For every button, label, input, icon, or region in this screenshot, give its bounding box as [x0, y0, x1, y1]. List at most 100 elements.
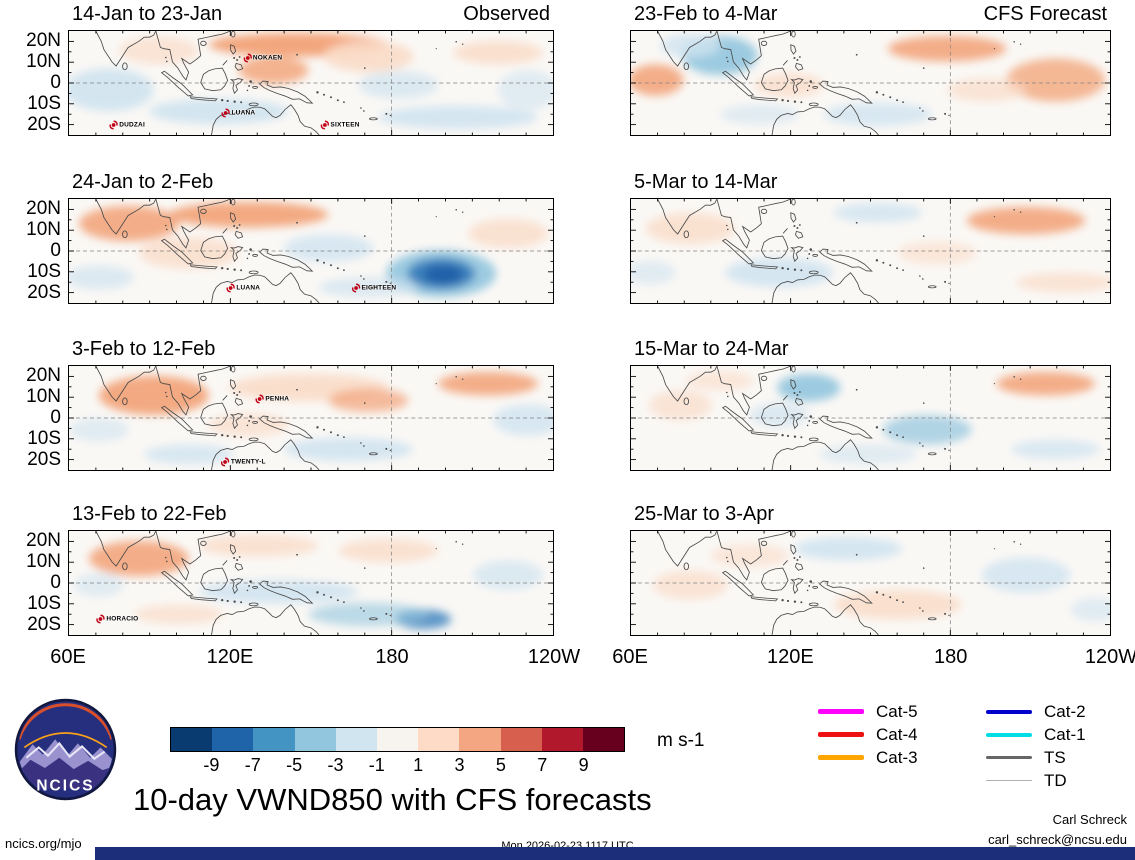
storm-marker-penha: PENHA	[255, 394, 289, 404]
hurricane-icon	[221, 457, 230, 467]
y-tick-label: 20S	[27, 448, 61, 470]
storm-marker-horacio: HORACIO	[96, 614, 139, 624]
storm-marker-nokaen: NOKAEN	[243, 53, 283, 63]
colorbar-tick-label: -9	[203, 755, 220, 775]
y-tick-label: 10N	[26, 51, 61, 73]
colorbar-tick-label: 5	[495, 755, 506, 775]
legend-label: Cat-3	[876, 747, 918, 767]
legend-label: TD	[1044, 770, 1067, 790]
colorbar-segment	[335, 728, 377, 751]
anomaly-shading	[69, 201, 549, 298]
colorbar-tick-label: 3	[454, 755, 465, 775]
x-tick-label: 60E	[612, 646, 648, 668]
legend-column-2: Cat-2 Cat-1 TS TD	[986, 701, 1086, 790]
panel-5: 23-Feb to 4-Mar CFS Forecast	[630, 3, 1111, 136]
legend-label: Cat-2	[1044, 701, 1086, 721]
legend-line-swatch	[986, 756, 1032, 759]
hurricane-icon	[255, 394, 265, 404]
hurricane-icon	[320, 120, 330, 130]
hurricane-icon	[96, 614, 106, 624]
y-tick-label: 10S	[27, 427, 61, 449]
colorbar-segment	[459, 728, 501, 751]
y-tick-label: 20N	[26, 530, 61, 552]
legend-label: Cat-4	[876, 724, 918, 744]
hurricane-icon	[243, 53, 252, 63]
axis-ticks	[69, 199, 553, 303]
panel-date-range: 14-Jan to 23-Jan	[72, 3, 223, 25]
panel-date-range: 15-Mar to 24-Mar	[634, 338, 789, 360]
axis-ticks	[631, 199, 1110, 303]
colorbar-tick-label: -3	[327, 755, 344, 775]
panel-date-range: 24-Jan to 2-Feb	[72, 171, 214, 193]
map-canvas	[69, 531, 553, 635]
y-tick-label: 20S	[27, 113, 61, 135]
storm-marker-twenty-l: TWENTY-L	[221, 457, 266, 467]
legend-item-cat-1: Cat-1	[986, 724, 1086, 744]
panel-2: 24-Jan to 2-Feb LUANA EIGHTEEN 20N 10N 0 10S 20…	[26, 171, 554, 304]
colorbar-segment	[541, 728, 583, 751]
y-tick-label: 20N	[26, 30, 61, 52]
legend-label: Cat-5	[876, 701, 918, 721]
colorbar-segment	[582, 728, 625, 751]
hurricane-icon	[221, 108, 231, 118]
ncics-logo: NCICS	[14, 698, 117, 801]
y-tick-label: 10S	[27, 592, 61, 614]
colorbar-ticks: -9 -7 -5 -3 -1 1 3 5 7 9	[170, 755, 625, 777]
storm-name-label: NOKAEN	[252, 54, 283, 62]
x-tick-label: 120E	[206, 646, 254, 668]
y-tick-label: 10N	[26, 386, 61, 408]
storm-name-label: HORACIO	[106, 615, 139, 623]
panel-3: 3-Feb to 12-Feb PENHA TWENTY-L 20N 10N 0 10S 20…	[26, 338, 554, 471]
anomaly-shading	[69, 32, 553, 130]
axis-ticks	[631, 366, 1110, 470]
x-tick-label: 180	[375, 646, 409, 668]
legend-label: Cat-1	[1044, 724, 1086, 744]
storm-marker-dudzai: DUDZAI	[109, 120, 145, 130]
legend-line-swatch	[818, 732, 864, 737]
panel-date-range: 5-Mar to 14-Mar	[634, 171, 778, 193]
colorbar-tick-label: 9	[578, 755, 589, 775]
legend-line-swatch	[986, 779, 1032, 782]
y-tick-label: 10S	[27, 92, 61, 114]
x-tick-label: 180	[933, 646, 968, 668]
storm-marker-luana: LUANA	[226, 283, 260, 293]
colorbar-tick-label: -1	[368, 755, 385, 775]
footer-bottom-bar	[95, 847, 1135, 860]
storm-name-label: TWENTY-L	[230, 458, 266, 466]
panel-column-label: CFS Forecast	[983, 3, 1107, 25]
legend-item-td: TD	[986, 770, 1086, 790]
y-tick-label: 0	[50, 240, 61, 261]
y-tick-label: 20S	[27, 613, 61, 635]
credit-email: carl_schreck@ncsu.edu	[988, 832, 1127, 848]
colorbar-tick-label: -7	[244, 755, 261, 775]
map-canvas	[631, 531, 1110, 635]
anomaly-shading	[648, 370, 1101, 465]
axis-ticks	[631, 31, 1110, 135]
ncics-logo-text: NCICS	[36, 778, 94, 795]
panel-date-range: 13-Feb to 22-Feb	[72, 503, 227, 525]
panel-8: 25-Mar to 3-Apr	[630, 503, 1111, 636]
map-canvas	[631, 366, 1110, 470]
legend-line-swatch	[818, 709, 864, 714]
y-tick-label: 20S	[27, 281, 61, 303]
map-canvas	[631, 31, 1110, 135]
y-tick-label: 20N	[26, 365, 61, 387]
y-tick-label: 10N	[26, 219, 61, 241]
colorbar-tick-label: 1	[413, 755, 424, 775]
panel-4: 13-Feb to 22-Feb HORACIO 20N 10N 0 10S 20S	[26, 503, 554, 636]
colorbar-segment	[212, 728, 254, 751]
legend-column-1: Cat-5 Cat-4 Cat-3	[818, 701, 918, 767]
axis-ticks	[631, 531, 1110, 635]
panel-1: 14-Jan to 23-Jan Observed NOKAEN DUDZAI LUAN…	[26, 3, 554, 136]
figure-title: 10-day VWND850 with CFS forecasts	[133, 782, 652, 817]
colorbar-tick-label: -5	[286, 755, 303, 775]
colorbar-segment	[500, 728, 542, 751]
y-tick-label: 10N	[26, 551, 61, 573]
legend-line-swatch	[986, 732, 1032, 737]
hurricane-icon	[226, 283, 236, 293]
colorbar-segment	[418, 728, 460, 751]
anomaly-shading	[631, 202, 1110, 293]
y-tick-label: 0	[50, 572, 61, 593]
storm-name-label: DUDZAI	[119, 121, 145, 129]
